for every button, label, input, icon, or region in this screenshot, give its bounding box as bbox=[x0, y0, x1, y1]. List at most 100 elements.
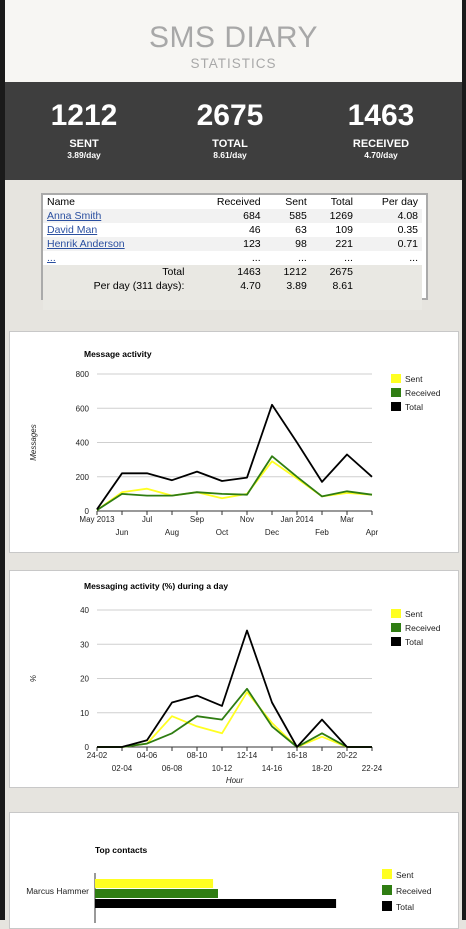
legend-swatch bbox=[382, 885, 392, 895]
cell-sent: 3.89 bbox=[286, 280, 307, 292]
chart-title: Message activity bbox=[84, 349, 152, 359]
total-rate: 8.61/day bbox=[213, 150, 247, 160]
x-tick-label: Jul bbox=[142, 515, 152, 524]
cell-received: 1463 bbox=[237, 266, 261, 278]
legend-label: Total bbox=[405, 402, 423, 412]
legend-swatch bbox=[391, 609, 401, 618]
y-tick-label: 600 bbox=[76, 404, 90, 413]
bar-total bbox=[95, 899, 337, 908]
bar-received bbox=[95, 889, 218, 898]
daily-activity-panel: Messaging activity (%) during a day 0 10 20… bbox=[9, 570, 459, 788]
x-tick-label: Apr bbox=[366, 528, 379, 537]
received-label: RECEIVED bbox=[352, 138, 410, 150]
sent-count: 1212 bbox=[50, 99, 118, 132]
x-tick-label: 22-24 bbox=[362, 764, 383, 773]
cell-sent: 63 bbox=[295, 224, 307, 236]
daily-activity-chart: Messaging activity (%) during a day 0 10 20… bbox=[29, 581, 441, 785]
series-line-total bbox=[96, 403, 373, 510]
legend-label: Sent bbox=[405, 609, 423, 619]
sent-rate: 3.89/day bbox=[67, 150, 101, 160]
y-tick-label: 200 bbox=[76, 473, 90, 482]
received-stat: 1463 RECEIVED 4.70/day bbox=[326, 82, 436, 160]
total-count: 2675 bbox=[196, 99, 264, 132]
window-edge-left bbox=[0, 0, 5, 920]
cell-total: 2675 bbox=[329, 266, 353, 278]
x-tick-label: 12-14 bbox=[237, 751, 258, 760]
legend-label: Received bbox=[405, 623, 441, 633]
top-contacts-chart: Top contacts Marcus Hammer Sent Received Tot… bbox=[26, 845, 432, 923]
x-tick-label: May 2013 bbox=[79, 515, 115, 524]
x-tick-label: Sep bbox=[190, 515, 205, 524]
series-line-sent bbox=[96, 460, 373, 511]
x-tick-label: Feb bbox=[315, 528, 329, 537]
cell-per-day: ... bbox=[409, 252, 418, 264]
x-tick-label: 04-06 bbox=[137, 751, 158, 760]
col-total: Total bbox=[330, 196, 353, 208]
app-title: SMS DIARY bbox=[149, 21, 318, 54]
x-tick-label: 10-12 bbox=[212, 764, 233, 773]
legend-label: Total bbox=[396, 902, 414, 912]
x-tick-label: 18-20 bbox=[312, 764, 333, 773]
x-tick-label: 08-10 bbox=[187, 751, 208, 760]
x-tick-label: Dec bbox=[265, 528, 279, 537]
cell-received: 684 bbox=[243, 210, 261, 222]
col-received: Received bbox=[216, 196, 261, 208]
legend-swatch bbox=[391, 402, 401, 411]
table-row: Anna Smith 684 585 1269 4.08 bbox=[43, 209, 422, 223]
y-tick-label: 0 bbox=[85, 743, 90, 752]
contact-link-david-man[interactable]: David Man bbox=[47, 224, 98, 236]
y-tick-label: 40 bbox=[80, 606, 89, 615]
cell-received: 123 bbox=[243, 238, 261, 250]
received-count: 1463 bbox=[347, 99, 415, 132]
contact-link-anna-smith[interactable]: Anna Smith bbox=[47, 210, 102, 222]
y-tick-label: 10 bbox=[80, 709, 89, 718]
contacts-table: Name Received Sent Total Per day Anna Sm… bbox=[43, 195, 422, 310]
col-sent: Sent bbox=[285, 196, 307, 208]
total-row-label: Total bbox=[162, 266, 185, 278]
x-tick-label: Nov bbox=[240, 515, 254, 524]
contacts-table-box: Name Received Sent Total Per day Anna Sm… bbox=[41, 193, 428, 310]
cell-total: 1269 bbox=[329, 210, 353, 222]
total-stat: 2675 TOTAL 8.61/day bbox=[175, 82, 285, 160]
total-label: TOTAL bbox=[212, 138, 248, 150]
cell-received: 46 bbox=[248, 224, 261, 236]
chart-title: Messaging activity (%) during a day bbox=[84, 581, 228, 591]
sent-stat: 1212 SENT 3.89/day bbox=[29, 82, 139, 160]
series-line-total bbox=[97, 629, 372, 748]
summary-bar: 1212 SENT 3.89/day 2675 TOTAL 8.61/day 1… bbox=[5, 82, 462, 180]
more-contacts-link[interactable]: ... bbox=[47, 252, 56, 264]
cell-total: 221 bbox=[335, 238, 353, 250]
x-tick-label: Aug bbox=[165, 528, 179, 537]
table-perday-row: Per day (311 days): 4.70 3.89 8.61 bbox=[43, 279, 422, 293]
legend-swatch bbox=[382, 901, 392, 911]
x-tick-label: 20-22 bbox=[337, 751, 358, 760]
message-activity-panel: Message activity 0 200 400 600 800 May 2013 Jun… bbox=[9, 331, 459, 553]
app-subtitle: STATISTICS bbox=[190, 56, 277, 71]
x-tick-label: Mar bbox=[340, 515, 354, 524]
x-tick-label: 16-18 bbox=[287, 751, 308, 760]
table-row: David Man 46 63 109 0.35 bbox=[43, 223, 422, 237]
col-per-day: Per day bbox=[381, 196, 418, 208]
legend-label: Sent bbox=[405, 374, 423, 384]
series-line-received bbox=[96, 455, 373, 511]
x-tick-label: Jun bbox=[116, 528, 129, 537]
y-tick-label: 800 bbox=[76, 370, 90, 379]
perday-row-label: Per day (311 days): bbox=[93, 280, 185, 292]
table-total-row: Total 1463 1212 2675 bbox=[43, 265, 422, 279]
chart-title: Top contacts bbox=[95, 845, 148, 855]
cell-total: 8.61 bbox=[332, 280, 353, 292]
bar-sent bbox=[95, 879, 214, 888]
cell-per-day: 4.08 bbox=[397, 210, 418, 222]
cell-total: 109 bbox=[335, 224, 353, 236]
legend-swatch bbox=[391, 637, 401, 646]
legend-label: Received bbox=[405, 388, 441, 398]
legend-label: Received bbox=[396, 886, 432, 896]
cell-sent: ... bbox=[298, 252, 307, 264]
received-rate: 4.70/day bbox=[364, 150, 398, 160]
y-tick-label: 20 bbox=[80, 675, 89, 684]
message-activity-chart: Message activity 0 200 400 600 800 May 2013Jun… bbox=[29, 349, 441, 537]
contact-link-henrik-anderson[interactable]: Henrik Anderson bbox=[47, 238, 125, 250]
cell-sent: 98 bbox=[295, 238, 307, 250]
series-line-received bbox=[97, 687, 372, 748]
y-tick-label: 0 bbox=[85, 507, 90, 516]
